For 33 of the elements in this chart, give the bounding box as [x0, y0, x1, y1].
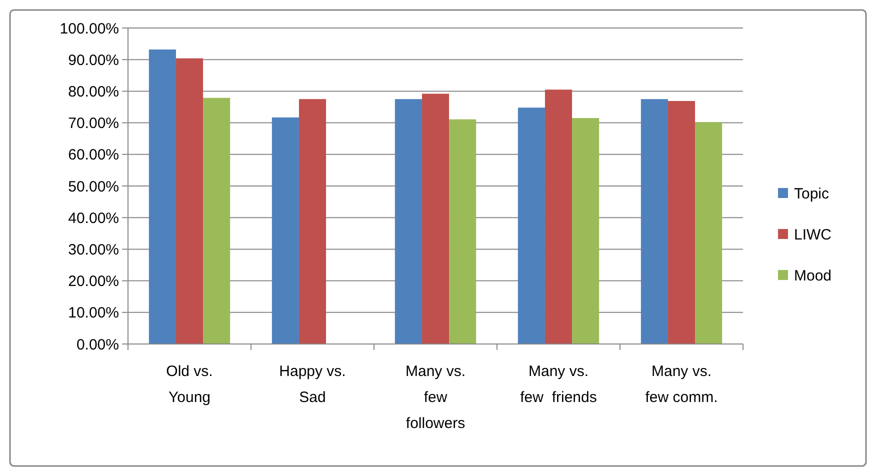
bar: [695, 122, 722, 344]
y-tick-label: 30.00%: [68, 241, 119, 258]
legend-label: Topic: [794, 185, 830, 202]
bar: [572, 118, 600, 344]
bar: [272, 117, 299, 344]
y-tick-label: 0.00%: [76, 336, 119, 354]
legend-label: LIWC: [794, 226, 832, 244]
bar: [203, 98, 230, 344]
bar: [668, 100, 696, 344]
bar: [148, 49, 176, 344]
y-tick-label: 90.00%: [68, 52, 119, 69]
x-tick-label: Many vs. few followers: [405, 363, 466, 432]
x-tick-label: Happy vs. Sad: [279, 363, 346, 406]
y-tick-label: 60.00%: [68, 146, 119, 164]
bar: [394, 99, 422, 344]
y-tick-label: 70.00%: [68, 115, 119, 132]
bar: [298, 99, 326, 344]
bar: [640, 99, 668, 344]
y-tick-label: 20.00%: [68, 273, 119, 290]
bar: [422, 94, 450, 344]
x-tick-label: Many vs. few comm.: [645, 363, 718, 406]
bar: [449, 119, 476, 344]
y-tick-label: 100.00%: [60, 20, 119, 38]
y-tick-label: 80.00%: [68, 83, 119, 100]
bar: [518, 108, 545, 344]
bar: [544, 90, 572, 344]
x-tick-label: Many vs. few friends: [520, 363, 597, 406]
y-tick-label: 10.00%: [68, 304, 119, 322]
y-tick-label: 40.00%: [68, 210, 119, 227]
legend-label: Mood: [794, 267, 832, 284]
x-tick-label: Old vs. Young: [166, 363, 213, 406]
y-tick-label: 50.00%: [68, 178, 119, 196]
bar: [176, 58, 204, 344]
